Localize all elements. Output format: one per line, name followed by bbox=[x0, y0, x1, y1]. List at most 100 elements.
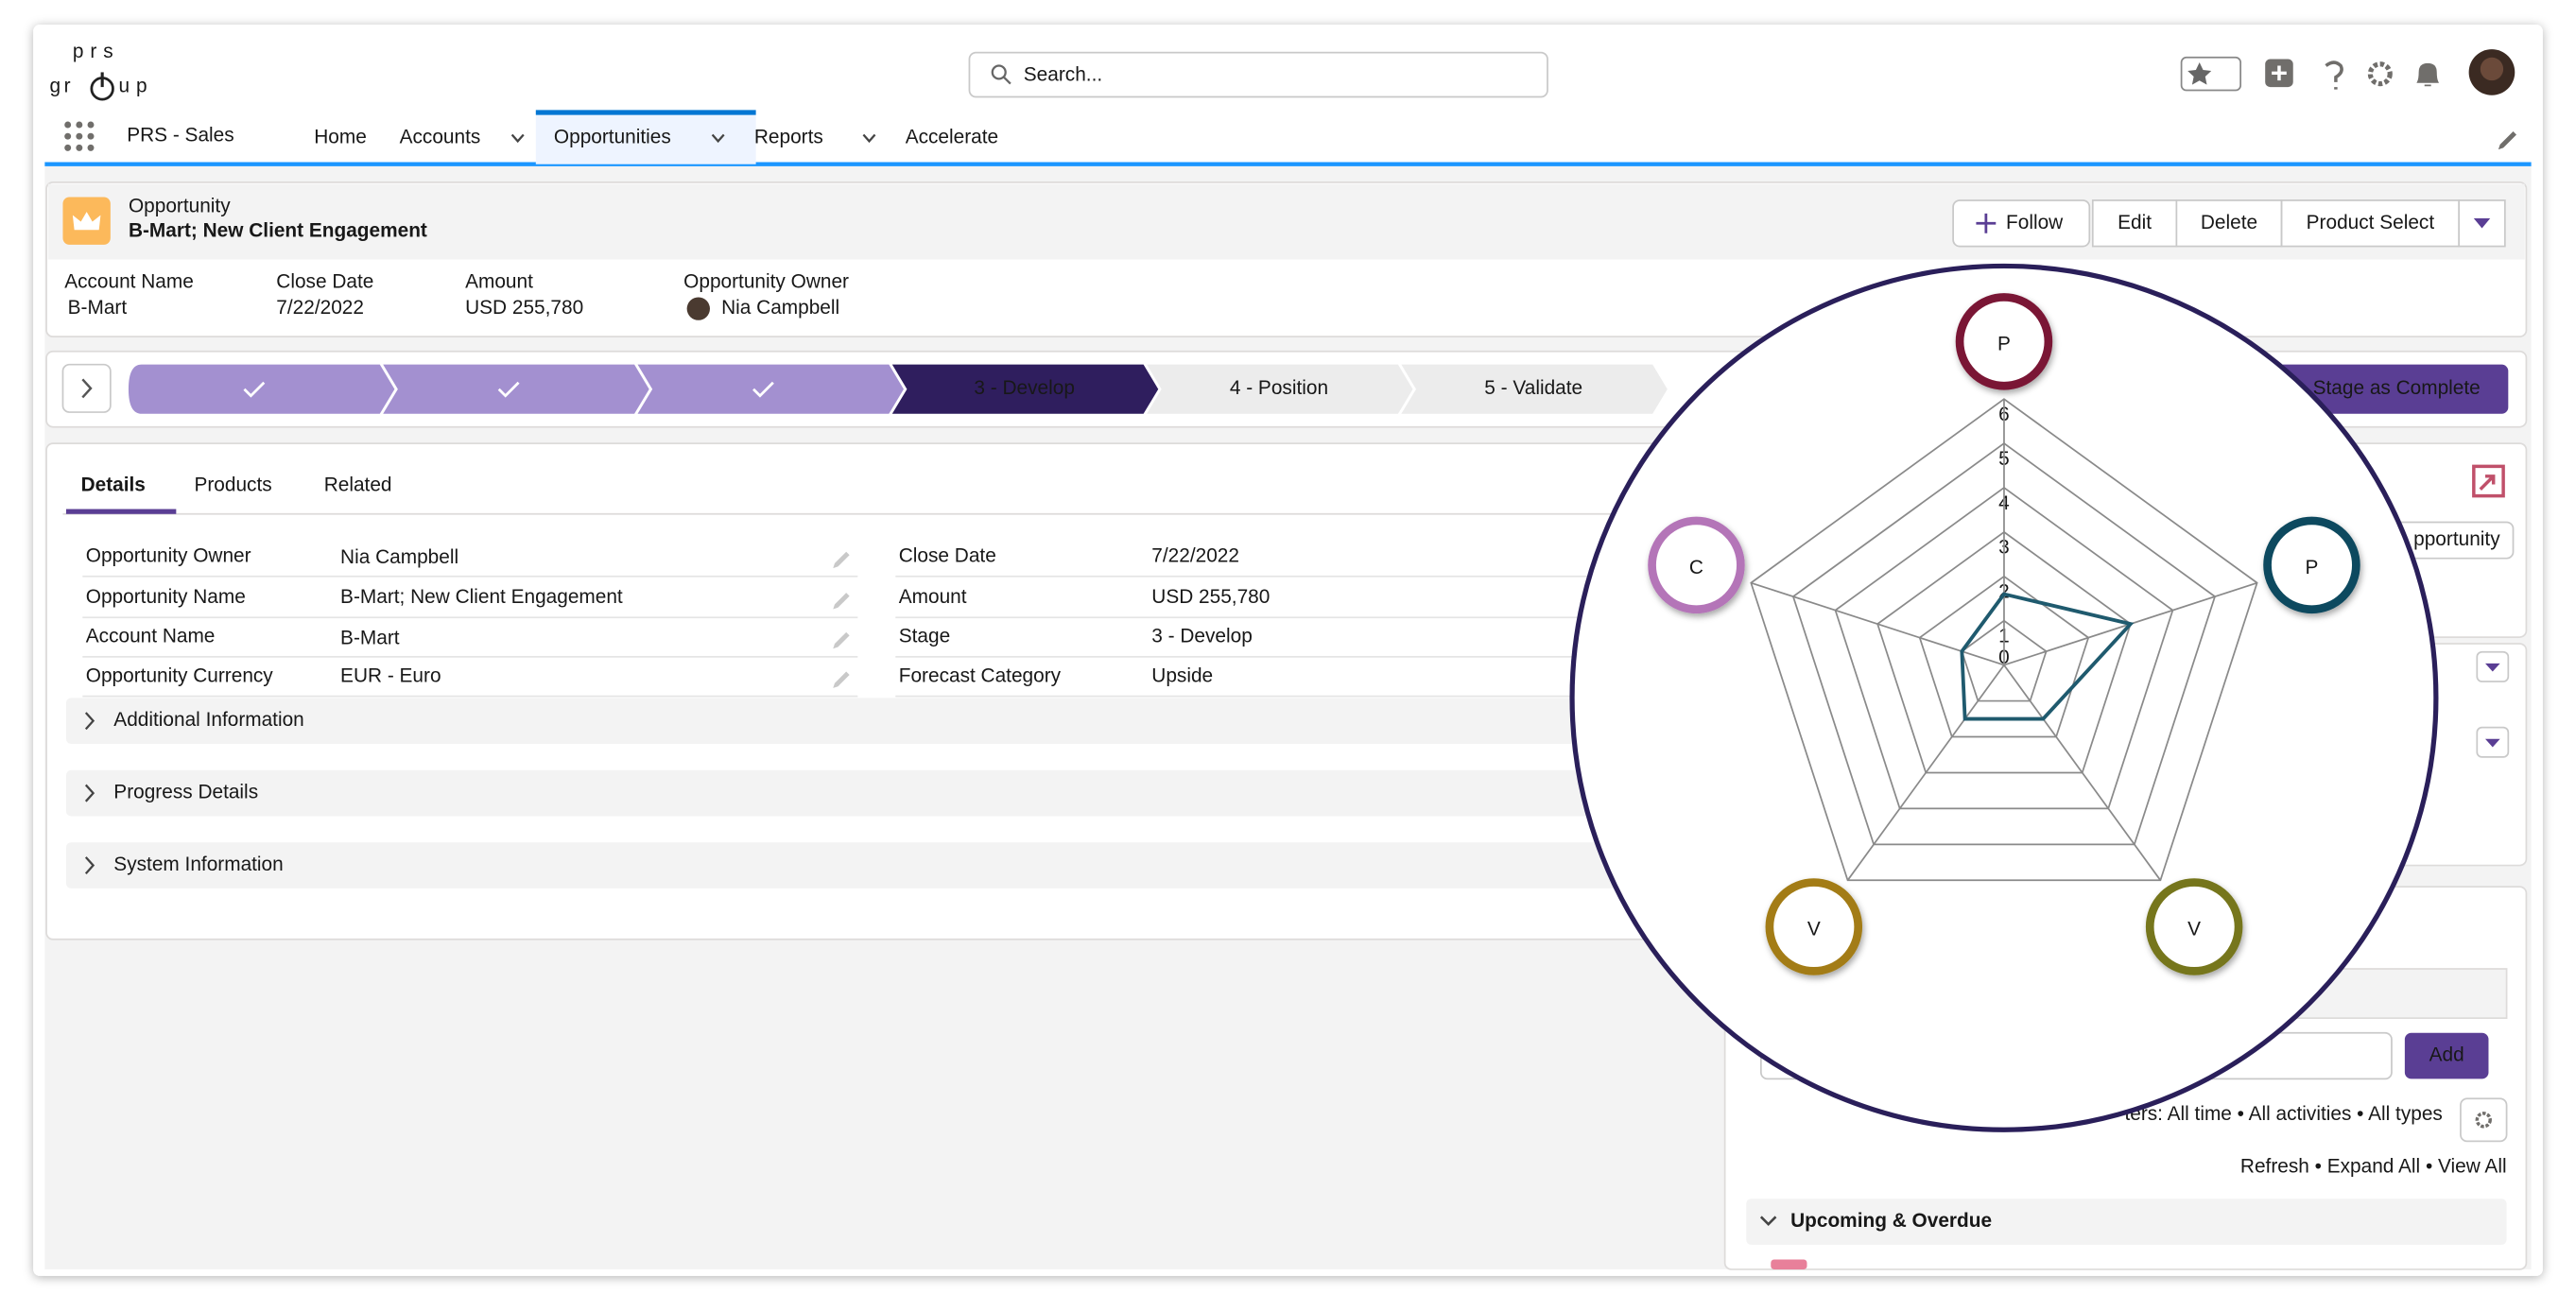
nav-item[interactable]: Opportunities bbox=[554, 126, 671, 147]
app-launcher-dot bbox=[76, 121, 83, 129]
path-toggle[interactable] bbox=[61, 363, 112, 413]
plus-icon bbox=[2272, 65, 2287, 81]
activity-links[interactable]: Refresh • Expand All • View All bbox=[2240, 1156, 2507, 1178]
edit-pencil[interactable] bbox=[833, 593, 850, 610]
mark-complete-label: Stage as Complete bbox=[2313, 377, 2481, 399]
search-placeholder: Search... bbox=[1024, 63, 1102, 85]
section-chevron bbox=[84, 712, 95, 731]
sidebar-logo bbox=[2472, 464, 2505, 498]
nav-item[interactable]: Accelerate bbox=[906, 126, 998, 147]
action-button[interactable] bbox=[2175, 199, 2283, 248]
follow-plus bbox=[1976, 213, 1997, 233]
axis-badge bbox=[1648, 516, 1745, 614]
chevron-icon bbox=[711, 133, 725, 144]
add-button[interactable] bbox=[2404, 1032, 2489, 1079]
upcoming-header[interactable] bbox=[1746, 1199, 2507, 1245]
edit-nav-icon[interactable] bbox=[2498, 130, 2517, 150]
stage-check bbox=[497, 381, 520, 398]
section-title: Progress Details bbox=[113, 782, 258, 803]
edit-pencil[interactable] bbox=[833, 631, 850, 649]
logo-text: up bbox=[119, 76, 154, 97]
app-launcher-dot bbox=[87, 144, 95, 151]
action-button-label: Delete bbox=[2201, 212, 2257, 233]
path-stage[interactable] bbox=[128, 364, 395, 414]
action-menu[interactable] bbox=[2458, 199, 2506, 248]
radar-line bbox=[1960, 592, 2135, 721]
field-label: Opportunity Owner bbox=[683, 270, 849, 292]
nav-active-bar bbox=[535, 110, 756, 115]
favorites-button[interactable] bbox=[2180, 56, 2242, 92]
settings-icon[interactable] bbox=[2367, 61, 2393, 87]
detail-label: Close Date bbox=[899, 544, 996, 566]
path-stage[interactable] bbox=[891, 364, 1159, 414]
record-title: B-Mart; New Client Engagement bbox=[129, 219, 427, 241]
bell-icon[interactable] bbox=[2416, 62, 2440, 87]
dropdown-arrow bbox=[2484, 738, 2500, 748]
app-name: PRS - Sales bbox=[127, 125, 233, 147]
logo-text: gr bbox=[50, 76, 74, 97]
action-button-label: Follow bbox=[2006, 212, 2064, 233]
field-label: Account Name bbox=[64, 270, 194, 292]
sidebar-button-label: pportunity bbox=[2413, 528, 2500, 550]
section-header[interactable] bbox=[65, 842, 1685, 889]
edit-pencil[interactable] bbox=[833, 551, 850, 569]
grid-ring bbox=[1791, 441, 2217, 846]
app-launcher-dot bbox=[64, 144, 72, 151]
path-stage[interactable] bbox=[637, 364, 904, 414]
section-header[interactable] bbox=[65, 769, 1685, 817]
activity-filters: ters: All time • All activities • All ty… bbox=[2124, 1103, 2442, 1125]
stage-label: 4 - Position bbox=[1230, 377, 1328, 399]
nav-item[interactable]: Home bbox=[314, 126, 367, 147]
path-stage[interactable] bbox=[1147, 364, 1413, 414]
field-value[interactable]: Nia Campbell bbox=[721, 297, 839, 319]
edit-pencil[interactable] bbox=[833, 671, 850, 688]
path-stage[interactable] bbox=[1401, 364, 1668, 414]
task-icon bbox=[1771, 1259, 1807, 1269]
section-header[interactable] bbox=[65, 698, 1685, 745]
app-launcher-dot bbox=[64, 121, 72, 129]
stage-check bbox=[752, 381, 774, 398]
app-launcher-dot bbox=[64, 132, 72, 140]
grid-ring bbox=[1961, 619, 2048, 702]
grid-ring bbox=[1918, 575, 2090, 738]
detail-value: B-Mart; New Client Engagement bbox=[340, 586, 623, 608]
field-value[interactable]: B-Mart bbox=[68, 297, 128, 319]
tab[interactable]: Products bbox=[194, 474, 271, 496]
section-title: Additional Information bbox=[113, 709, 303, 731]
axis-label: P bbox=[2306, 557, 2319, 578]
field-label: Close Date bbox=[276, 270, 373, 292]
mark-complete-button[interactable] bbox=[2274, 364, 2509, 414]
menu-arrow bbox=[2473, 218, 2491, 229]
axis-label: C bbox=[1689, 557, 1703, 578]
search-box[interactable] bbox=[968, 51, 1548, 98]
filter-settings[interactable] bbox=[2460, 1097, 2508, 1143]
chevron-icon bbox=[862, 133, 876, 144]
axis-label: V bbox=[1807, 918, 1821, 940]
detail-value: USD 255,780 bbox=[1151, 586, 1270, 608]
action-button-label: Product Select bbox=[2307, 212, 2435, 233]
nav-item[interactable]: Reports bbox=[754, 126, 823, 147]
help-icon[interactable] bbox=[2325, 60, 2343, 90]
search-icon bbox=[1003, 76, 1011, 85]
path-stage[interactable] bbox=[383, 364, 649, 414]
tab-active-bar bbox=[65, 509, 177, 514]
tab[interactable]: Details bbox=[81, 474, 146, 496]
field-label: Amount bbox=[465, 270, 533, 292]
spoke bbox=[1846, 664, 2005, 881]
field-value: 7/22/2022 bbox=[276, 297, 364, 319]
detail-value[interactable]: B-Mart bbox=[340, 627, 400, 648]
tab[interactable]: Related bbox=[324, 474, 392, 496]
detail-value: Upside bbox=[1151, 664, 1213, 686]
action-button[interactable] bbox=[2280, 199, 2461, 248]
detail-label: Forecast Category bbox=[899, 664, 1062, 686]
nav-item[interactable]: Accounts bbox=[400, 126, 481, 147]
action-button[interactable] bbox=[1952, 199, 2091, 248]
axis-badge bbox=[1765, 878, 1863, 975]
detail-value[interactable]: Nia Campbell bbox=[340, 546, 458, 568]
stage-check bbox=[243, 381, 266, 398]
stage-label: 3 - Develop bbox=[974, 377, 1075, 399]
detail-label: Amount bbox=[899, 586, 967, 608]
app-launcher-dot bbox=[76, 144, 83, 151]
star-icon bbox=[2187, 62, 2212, 85]
detail-label: Opportunity Name bbox=[86, 586, 246, 608]
